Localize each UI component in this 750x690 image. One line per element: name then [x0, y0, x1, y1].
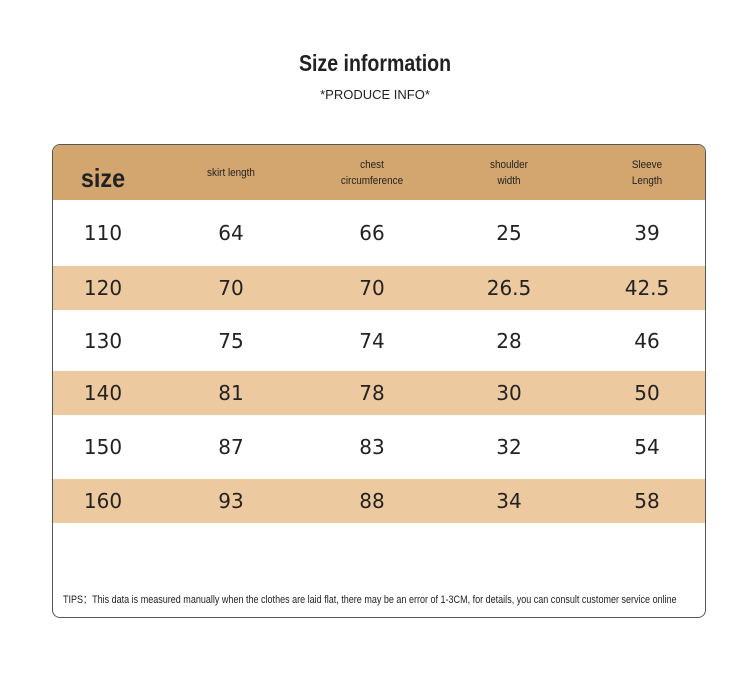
row-band — [53, 479, 705, 523]
cell: 75 — [218, 328, 244, 353]
cell: 130 — [83, 328, 123, 353]
cell: 34 — [496, 489, 522, 513]
row-band — [53, 266, 705, 310]
header-line: size — [80, 163, 126, 193]
cell: 160 — [83, 489, 123, 513]
cell: 93 — [218, 489, 244, 513]
header-line: shoulder — [490, 159, 528, 171]
cell: 54 — [634, 435, 660, 459]
cell: 30 — [496, 381, 522, 405]
cell: 26.5 — [486, 276, 532, 300]
cell: 32 — [496, 435, 522, 459]
cell: 28 — [496, 328, 522, 353]
header-line: width — [497, 175, 521, 187]
header-line: Length — [631, 175, 663, 187]
size-table: TIPS：This data is measured manually when… — [52, 144, 706, 618]
cell: 70 — [359, 276, 385, 300]
header-line: skirt length — [207, 167, 255, 179]
header-line: chest — [360, 159, 384, 171]
cell: 42.5 — [624, 276, 670, 300]
cell: 120 — [83, 276, 123, 300]
cell: 88 — [359, 489, 385, 513]
row-band — [53, 371, 705, 415]
column-header: chest circumference — [318, 157, 426, 189]
cell: 78 — [359, 381, 385, 405]
cell: 46 — [634, 328, 660, 353]
cell: 74 — [359, 328, 385, 353]
cell: 110 — [83, 221, 123, 245]
tips: TIPS：This data is measured manually when… — [63, 594, 677, 606]
cell: 70 — [218, 276, 244, 300]
cell: 58 — [634, 489, 660, 513]
cell: 150 — [83, 435, 123, 459]
header-row — [53, 145, 705, 200]
header-line: circumference — [340, 175, 404, 187]
column-header: shoulder width — [455, 157, 563, 189]
cell: 25 — [496, 221, 522, 245]
cell: 66 — [359, 221, 385, 245]
column-header: Sleeve Length — [593, 157, 701, 189]
subtitle: *PRODUCE INFO* — [320, 87, 430, 102]
cell: 39 — [634, 221, 660, 245]
cell: 83 — [359, 435, 385, 459]
cell: 87 — [218, 435, 244, 459]
column-header: skirt length — [177, 165, 285, 181]
column-header: size — [53, 163, 157, 193]
cell: 81 — [218, 381, 244, 405]
title: Size information — [298, 50, 452, 76]
cell: 140 — [83, 381, 123, 405]
header-line: Sleeve — [631, 159, 663, 171]
cell: 64 — [218, 221, 244, 245]
cell: 50 — [634, 381, 660, 405]
